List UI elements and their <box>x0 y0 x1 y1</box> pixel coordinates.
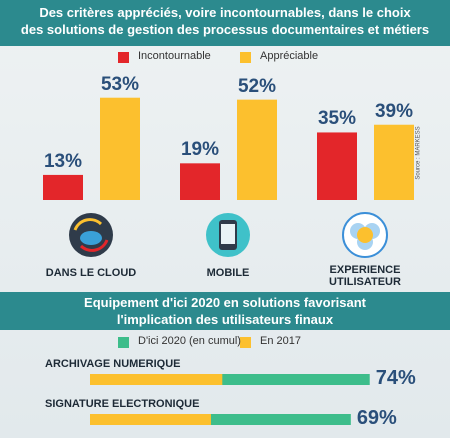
legend-swatch <box>240 337 251 348</box>
bar <box>100 97 140 200</box>
legend-swatch <box>118 337 129 348</box>
legend-swatch <box>118 52 129 63</box>
bar <box>237 99 277 200</box>
category-label: DANS LE CLOUD <box>45 267 137 279</box>
legend-swatch <box>240 52 251 63</box>
bar <box>90 414 211 425</box>
bar <box>43 174 83 200</box>
cloud-icon <box>69 213 113 257</box>
chart-title: Des critères appréciés, voire incontourn… <box>39 5 411 20</box>
value-label: 69% <box>356 407 397 429</box>
chart-title: Equipement d'ici 2020 en solutions favor… <box>84 295 366 310</box>
legend-label: Appréciable <box>260 50 319 62</box>
category-label: MOBILE <box>206 267 250 279</box>
chart-title: des solutions de gestion des processus d… <box>20 22 430 37</box>
chart-title: l'implication des utilisateurs finaux <box>116 312 334 327</box>
bar <box>180 163 220 200</box>
source-note: Source : MARKESS <box>415 126 422 180</box>
header-band <box>0 0 450 46</box>
value-label: 19% <box>180 139 220 161</box>
category-label: EXPERIENCE UTILISATEUR <box>329 264 401 288</box>
header-band <box>0 292 450 330</box>
bar <box>90 414 351 425</box>
bar <box>317 132 357 200</box>
category-label: ARCHIVAGE NUMERIQUE <box>45 358 181 370</box>
value-label: 52% <box>237 75 277 97</box>
value-label: 53% <box>100 73 140 95</box>
bar <box>374 124 414 200</box>
value-label: 35% <box>317 108 357 130</box>
legend-label: En 2017 <box>260 335 301 347</box>
legend-label: Incontournable <box>138 50 211 62</box>
value-label: 74% <box>375 367 416 389</box>
value-label: 39% <box>374 100 414 122</box>
value-label: 13% <box>43 150 83 172</box>
category-label: SIGNATURE ELECTRONIQUE <box>45 398 200 410</box>
bar <box>90 374 223 385</box>
bar <box>90 374 370 385</box>
legend-label: D'ici 2020 (en cumul) <box>138 335 241 347</box>
mobile-icon <box>206 213 250 257</box>
ux-icon <box>342 212 388 258</box>
